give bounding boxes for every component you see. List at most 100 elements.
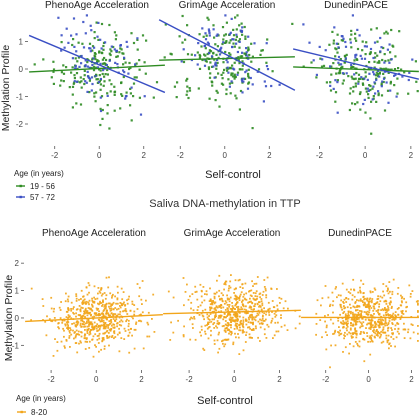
data-point [230,326,232,329]
data-point [67,317,69,319]
data-point [231,308,233,310]
data-point [252,285,254,287]
data-point [257,68,261,71]
data-point [134,63,137,66]
data-point [184,38,187,41]
data-point [218,105,221,108]
data-point [225,21,228,24]
data-point [218,315,220,317]
data-point [376,333,379,336]
data-point [387,327,389,330]
data-point [403,322,405,325]
data-point [57,16,60,19]
data-point [104,63,107,66]
data-point [60,41,63,44]
data-point [389,297,392,299]
data-point [203,349,206,351]
data-point [74,342,77,344]
data-point [260,319,263,322]
data-point [374,74,377,77]
data-point [52,70,55,73]
data-point [169,339,172,341]
data-point [194,54,197,57]
data-point [238,278,241,281]
data-point [198,56,201,59]
data-point [211,302,213,304]
trend-line [28,34,166,94]
data-point [261,49,264,52]
data-point [345,322,348,325]
data-point [84,80,87,83]
data-point [262,314,264,317]
data-point [367,67,370,70]
data-point [253,42,256,45]
data-point [108,127,111,130]
data-point [274,321,277,324]
data-point [245,309,248,311]
data-point [345,321,347,324]
data-point [90,307,92,310]
data-point [380,320,382,322]
data-point [114,295,116,298]
data-point [199,304,202,307]
data-point [387,305,389,308]
data-point [152,96,155,99]
data-point [406,305,408,308]
data-point [75,329,78,332]
data-point [126,313,129,315]
data-point [239,293,242,296]
data-point [65,27,68,30]
data-point [265,313,267,316]
data-point [342,326,345,329]
data-point [97,21,100,24]
data-point [220,82,223,85]
data-point [230,332,233,335]
data-point [72,307,74,310]
panel-3: DunedinPACE-2 0 2 [292,0,420,160]
data-point [383,70,386,73]
data-point [368,84,371,87]
data-point [64,346,66,349]
data-point [343,310,346,313]
data-point [108,320,111,322]
data-point [86,65,89,68]
data-point [172,296,175,299]
data-point [52,310,55,313]
data-point [350,310,352,313]
data-point [233,61,236,64]
data-point [63,46,66,49]
data-point [186,283,188,286]
data-point [109,90,112,93]
data-point [148,335,151,338]
data-point [256,312,259,315]
data-point [401,301,403,304]
data-point [91,338,93,341]
data-point [251,317,254,319]
data-point [80,289,83,292]
data-point [408,71,411,74]
data-point [101,305,103,307]
data-point [372,305,375,308]
data-point [251,280,253,283]
data-point [249,294,252,297]
data-point [405,301,408,304]
data-point [363,360,366,363]
data-point [321,58,324,61]
data-point [237,309,239,312]
data-point [354,313,357,316]
data-point [354,330,357,333]
data-point [207,18,210,21]
data-point [334,47,337,50]
data-point [74,335,77,338]
data-point [417,310,419,312]
data-point [374,324,377,327]
data-point [369,47,373,51]
data-point [246,49,250,52]
data-point [383,53,386,56]
data-point [360,315,363,317]
data-point [366,323,368,326]
data-point [388,342,391,345]
data-point [343,321,345,324]
data-point [362,331,365,333]
data-point [98,332,101,335]
